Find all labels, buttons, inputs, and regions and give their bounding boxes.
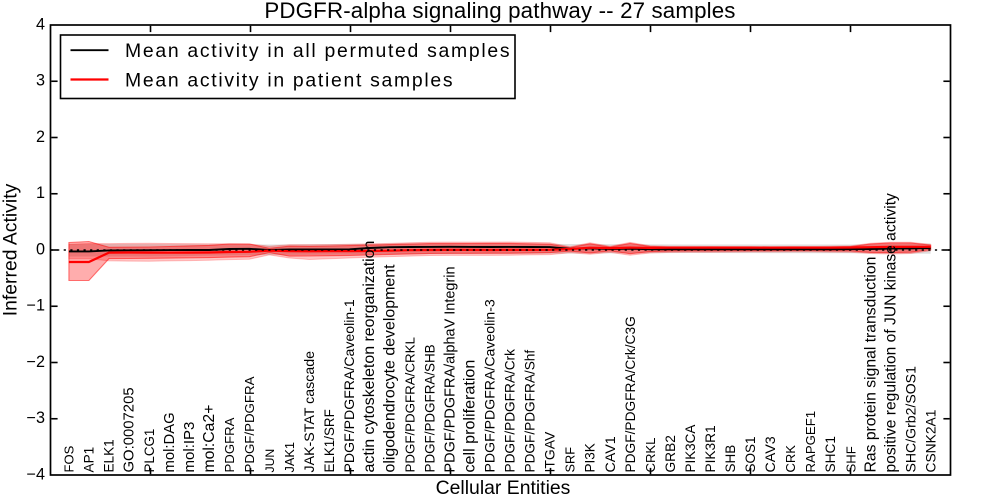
svg-text:PDGF/PDGFRA: PDGF/PDGFRA [242,376,257,472]
svg-text:AP1: AP1 [82,447,97,473]
svg-text:FOS: FOS [62,445,77,472]
svg-text:PIK3CA: PIK3CA [683,425,698,473]
svg-text:−2: −2 [27,353,45,371]
svg-text:JUN: JUN [263,449,277,473]
svg-text:1: 1 [36,184,45,202]
svg-text:SHB: SHB [723,445,738,473]
svg-text:PDGFR-alpha signaling pathway: PDGFR-alpha signaling pathway -- 27 samp… [264,0,735,23]
svg-text:Mean activity in all permuted: Mean activity in all permuted samples [125,40,511,62]
svg-text:SRF: SRF [563,447,578,473]
svg-text:CAV3: CAV3 [763,436,779,472]
svg-text:PDGF/PDGFRA/Crk: PDGF/PDGFRA/Crk [503,349,518,473]
svg-text:ELK1: ELK1 [102,439,117,472]
svg-text:ELK1/SRF: ELK1/SRF [322,409,337,472]
svg-text:PDGF/PDGFRA/Shf: PDGF/PDGFRA/Shf [523,350,538,473]
svg-text:−1: −1 [27,297,45,315]
svg-text:0: 0 [36,240,45,258]
svg-text:−3: −3 [27,409,45,427]
svg-text:oligodendrocyte development: oligodendrocyte development [381,264,398,473]
svg-text:PDGFRA: PDGFRA [222,417,237,472]
svg-text:CSNK2A1: CSNK2A1 [923,410,938,473]
svg-text:JAK1: JAK1 [282,442,297,472]
svg-text:Inferred Activity: Inferred Activity [0,183,22,316]
svg-text:SHC/Grb2/SOS1: SHC/Grb2/SOS1 [902,366,918,473]
svg-text:SHF: SHF [843,446,858,472]
svg-text:actin cytoskeleton reorganizat: actin cytoskeleton reorganization [361,241,378,473]
svg-text:PDGF/PDGFRA/CRKL: PDGF/PDGFRA/CRKL [402,337,417,472]
svg-text:PI3K: PI3K [583,443,598,472]
svg-text:mol:IP3: mol:IP3 [181,422,198,473]
svg-text:GO:0007205: GO:0007205 [122,387,138,472]
svg-text:CAV1: CAV1 [603,436,619,472]
svg-text:cell proliferation: cell proliferation [461,360,479,473]
svg-text:Ras protein signal transductio: Ras protein signal transduction [862,257,879,473]
svg-text:CRKL: CRKL [643,438,658,473]
svg-text:PDGF/PDGFRA/alphaV Integrin: PDGF/PDGFRA/alphaV Integrin [442,266,458,472]
svg-text:JAK-STAT cascade: JAK-STAT cascade [302,351,318,473]
svg-text:mol:Ca2+: mol:Ca2+ [201,405,218,473]
svg-text:GRB2: GRB2 [663,435,678,472]
svg-text:CRK: CRK [783,445,798,473]
svg-text:SOS1: SOS1 [743,436,758,472]
svg-text:positive regulation of JUN kin: positive regulation of JUN kinase activi… [882,193,899,473]
svg-text:PLCG1: PLCG1 [142,429,157,473]
svg-text:Cellular Entities: Cellular Entities [436,477,571,499]
svg-text:SHC1: SHC1 [823,436,838,472]
svg-text:Mean activity in patient sampl: Mean activity in patient samples [125,69,454,91]
svg-text:3: 3 [36,72,45,90]
svg-text:PDGF/PDGFRA/Crk/C3G: PDGF/PDGFRA/Crk/C3G [623,316,638,472]
svg-text:4: 4 [36,15,45,33]
svg-text:mol:DAG: mol:DAG [162,412,178,472]
svg-text:2: 2 [36,128,45,146]
svg-text:PDGF/PDGFRA/Caveolin-3: PDGF/PDGFRA/Caveolin-3 [482,299,498,472]
svg-text:PDGF/PDGFRA/SHB: PDGF/PDGFRA/SHB [422,344,437,472]
svg-text:PDGF/PDGFRA/Caveolin-1: PDGF/PDGFRA/Caveolin-1 [341,299,357,472]
svg-text:−4: −4 [27,465,45,483]
svg-text:RAPGEF1: RAPGEF1 [803,411,818,473]
svg-text:ITGAV: ITGAV [542,431,558,473]
svg-text:PIK3R1: PIK3R1 [703,425,718,472]
